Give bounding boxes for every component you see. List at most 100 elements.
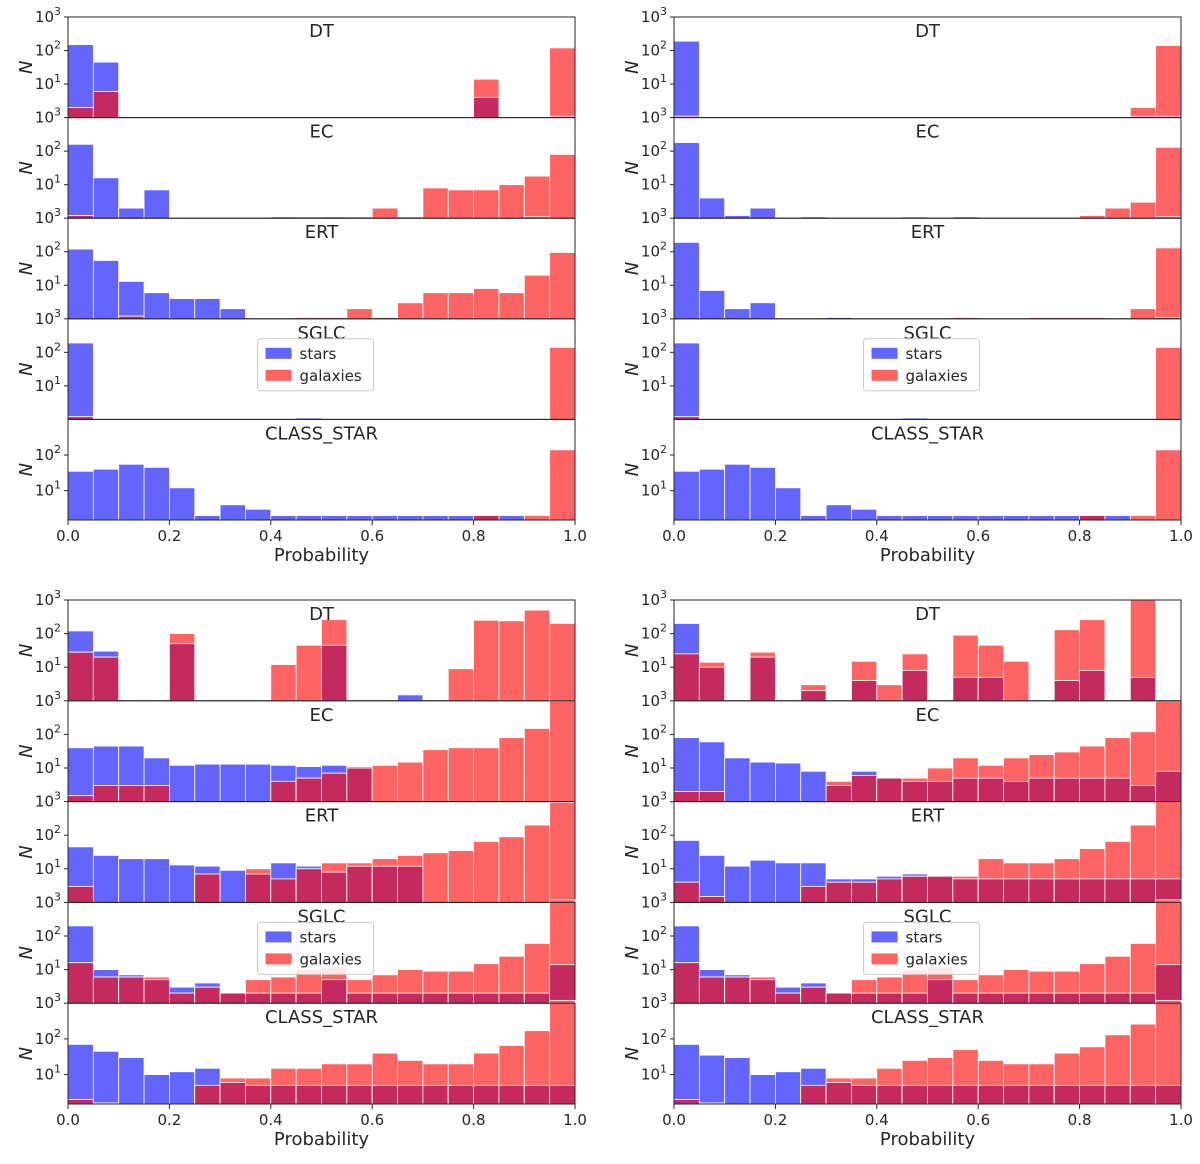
galaxies-bar bbox=[549, 347, 576, 420]
bars bbox=[673, 241, 1182, 320]
bars bbox=[67, 899, 576, 1004]
galaxies-bar bbox=[498, 620, 525, 702]
subplot-ert: ERT 101 102 103 N bbox=[622, 206, 1182, 320]
y-tick-label: 103 bbox=[35, 588, 61, 609]
y-tick-label: 103 bbox=[35, 890, 61, 911]
y-axis-label: N bbox=[622, 644, 643, 657]
x-axis-label: Probability bbox=[880, 1129, 975, 1150]
x-tick-label: 1.0 bbox=[1169, 527, 1193, 545]
y-tick-label: 102 bbox=[35, 722, 61, 743]
stars-bar bbox=[749, 1074, 776, 1105]
galaxies-bar bbox=[549, 153, 576, 219]
x-tick-label: 0.6 bbox=[360, 1111, 384, 1129]
y-tick-label: 102 bbox=[35, 139, 61, 160]
galaxies-bar bbox=[371, 764, 398, 803]
stars-bar bbox=[901, 515, 928, 521]
overlap-bar bbox=[92, 656, 120, 702]
stars-bar bbox=[143, 1074, 170, 1105]
overlap-bar bbox=[927, 780, 954, 803]
overlap-bar bbox=[473, 1084, 500, 1105]
overlap-bar bbox=[346, 1084, 373, 1105]
stars-legend-label: stars bbox=[906, 345, 943, 363]
overlap-bar bbox=[851, 680, 878, 702]
overlap-bar bbox=[67, 885, 94, 903]
stars-bar bbox=[143, 189, 170, 219]
overlap-bar bbox=[952, 878, 979, 903]
stars-bar bbox=[92, 468, 120, 521]
stars-bar bbox=[673, 40, 700, 119]
stars-bar bbox=[270, 515, 297, 521]
galaxies-legend-swatch bbox=[871, 369, 898, 381]
overlap-bar bbox=[321, 871, 348, 903]
stars-bar bbox=[775, 487, 802, 521]
x-tick-label: 0.0 bbox=[56, 1111, 80, 1129]
overlap-bar bbox=[270, 780, 297, 803]
stars-bar bbox=[673, 241, 700, 320]
stars-bar bbox=[67, 44, 94, 119]
overlap-bar bbox=[397, 1084, 424, 1105]
stars-bar bbox=[194, 298, 221, 320]
galaxies-bar bbox=[473, 288, 500, 320]
bars bbox=[673, 801, 1182, 903]
overlap-bar bbox=[698, 666, 726, 702]
stars-bar bbox=[749, 466, 776, 521]
stars-bar bbox=[219, 763, 246, 803]
overlap-bar bbox=[447, 1084, 475, 1105]
y-tick-label: 101 bbox=[641, 756, 667, 777]
stars-bar bbox=[927, 515, 954, 521]
y-tick-label: 102 bbox=[641, 39, 667, 60]
y-axis-label: N bbox=[622, 463, 643, 476]
y-tick-label: 101 bbox=[641, 173, 667, 194]
overlap-bar bbox=[825, 992, 852, 1004]
overlap-bar bbox=[523, 992, 551, 1004]
stars-bar bbox=[143, 292, 170, 320]
stars-bar bbox=[724, 865, 751, 903]
y-axis-label: N bbox=[622, 946, 643, 959]
x-tick-label: 0.2 bbox=[763, 1111, 787, 1129]
galaxies-bar bbox=[523, 824, 551, 903]
subplot-ert: ERT 101 102 103 N bbox=[622, 790, 1182, 903]
x-axis-label: Probability bbox=[274, 545, 369, 566]
stars-bar bbox=[143, 466, 170, 521]
galaxies-bar bbox=[498, 836, 525, 903]
panel-bottom-left: DT101102103NEC101102103NERT101102103NSGL… bbox=[16, 588, 587, 1150]
overlap-bar bbox=[245, 992, 272, 1004]
overlap-bar bbox=[1129, 1084, 1157, 1105]
stars-bar bbox=[67, 1044, 94, 1105]
overlap-bar bbox=[295, 868, 322, 903]
x-tick-label: 0.8 bbox=[462, 1111, 486, 1129]
x-tick-label: 0.8 bbox=[1068, 1111, 1092, 1129]
stars-bar bbox=[295, 515, 322, 521]
stars-bar bbox=[321, 515, 348, 521]
galaxies-bar bbox=[397, 761, 424, 802]
y-tick-label: 101 bbox=[35, 273, 61, 294]
overlap-bar bbox=[673, 881, 700, 903]
x-tick-label: 1.0 bbox=[563, 1111, 587, 1129]
y-tick-label: 103 bbox=[641, 790, 667, 811]
stars-bar bbox=[194, 515, 221, 521]
subplot-class_star: CLASS_STAR 101 102 103 N 0.0 0.2 0.4 0.6 0.8 1.0 Pr… bbox=[16, 991, 587, 1150]
stars-legend-swatch bbox=[265, 347, 292, 359]
x-tick-label: 0.8 bbox=[462, 527, 486, 545]
overlap-bar bbox=[1104, 777, 1131, 803]
stars-bar bbox=[143, 858, 170, 903]
y-tick-label: 101 bbox=[35, 374, 61, 395]
stars-bar bbox=[219, 869, 246, 903]
y-tick-label: 103 bbox=[35, 790, 61, 811]
y-axis-label: N bbox=[16, 463, 37, 476]
stars-bar bbox=[724, 1057, 751, 1105]
overlap-bar bbox=[1079, 992, 1106, 1004]
y-axis-label: N bbox=[16, 161, 37, 174]
overlap-bar bbox=[498, 1084, 525, 1105]
galaxies-bar bbox=[549, 252, 576, 320]
subplot-dt: DT 101 102 103 N bbox=[16, 588, 576, 702]
galaxies-bar bbox=[473, 619, 500, 702]
y-tick-label: 101 bbox=[641, 72, 667, 93]
overlap-bar bbox=[876, 992, 903, 1004]
galaxies-bar bbox=[549, 47, 576, 118]
stars-legend-swatch bbox=[265, 931, 292, 943]
panel-top-right: DT101102103NEC101102103NERT101102103NSGL… bbox=[622, 5, 1193, 566]
overlap-bar bbox=[1003, 992, 1030, 1004]
overlap-bar bbox=[67, 651, 94, 702]
